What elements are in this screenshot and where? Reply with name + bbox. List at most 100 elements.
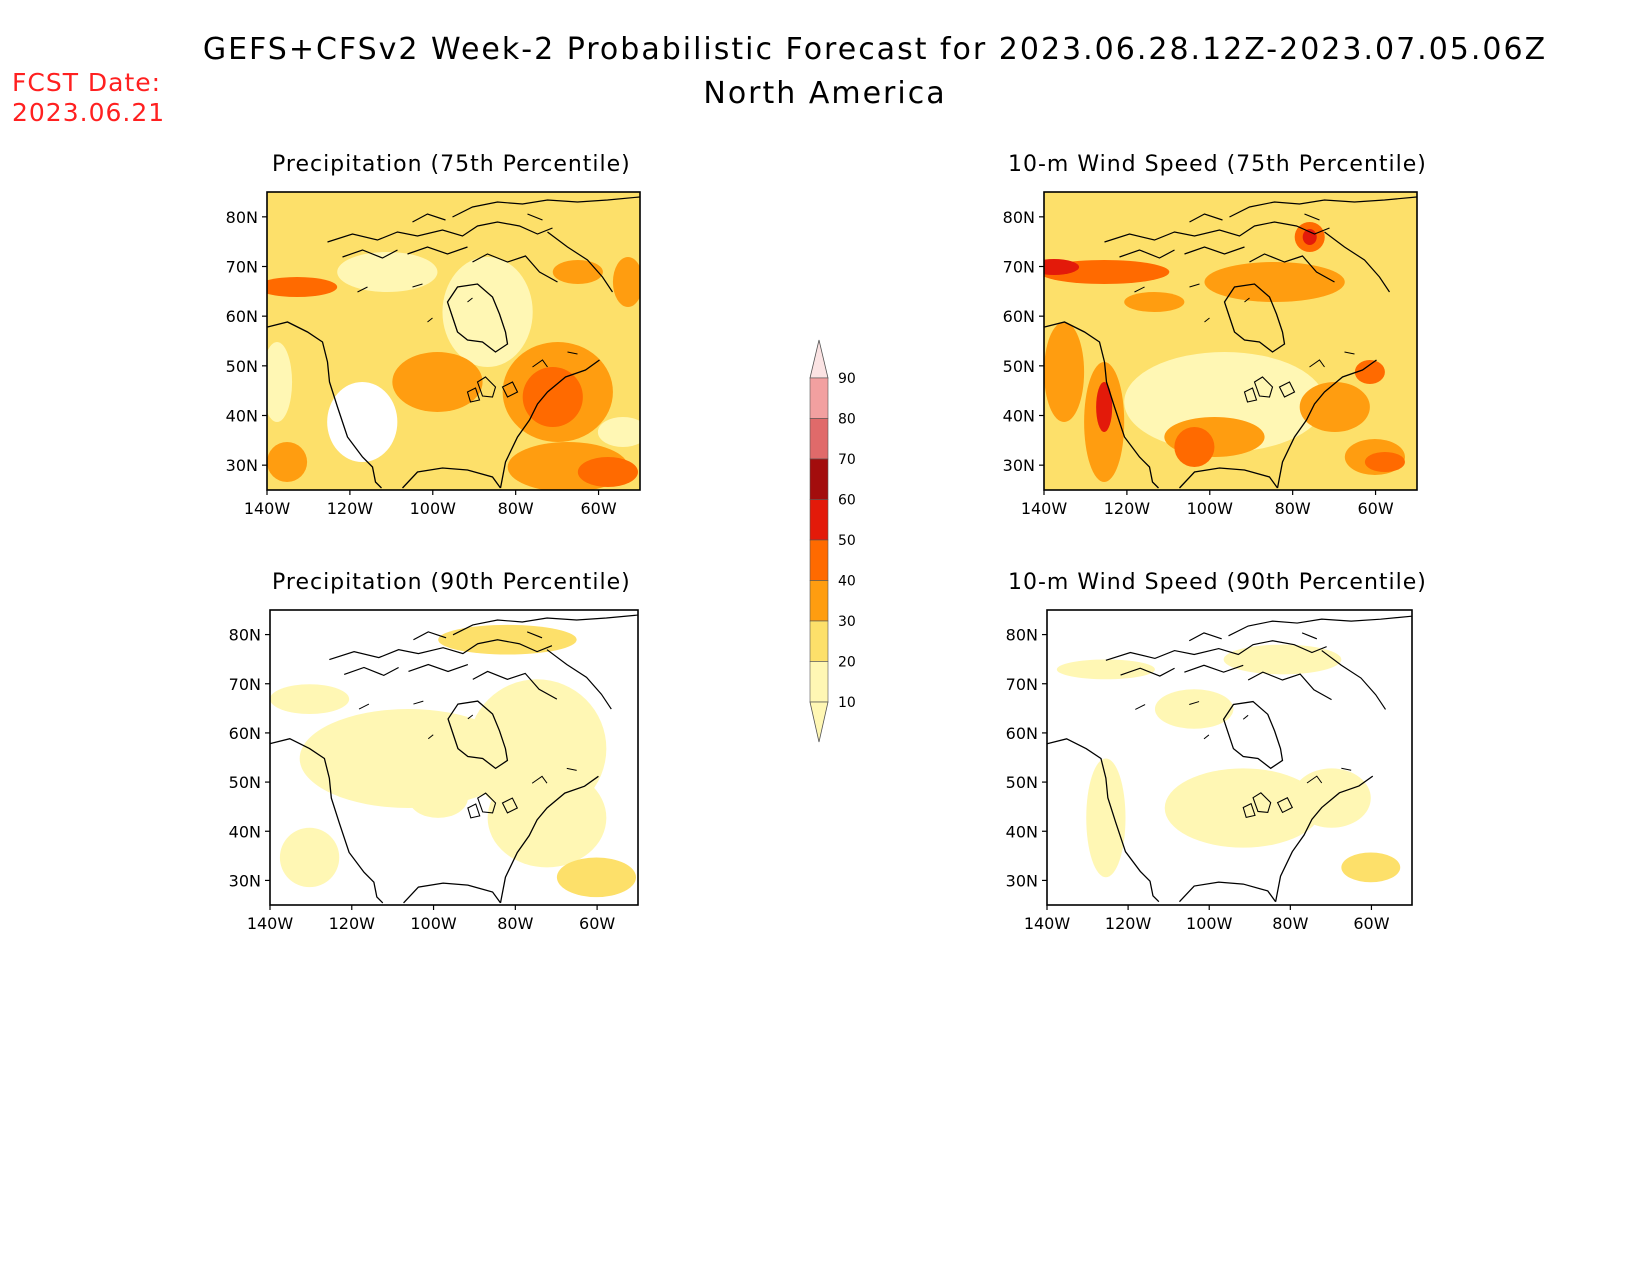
probability-shading xyxy=(1204,262,1345,302)
lat-tick-label: 80N xyxy=(1006,626,1038,645)
map-panel: 140W 120W 100W 80W 60W 80N 70N 60N 50N 40N 30N xyxy=(229,609,639,933)
colorbar-label: 70 xyxy=(838,452,856,468)
lon-tick-label: 140W xyxy=(244,499,291,518)
lon-tick-label: 100W xyxy=(1187,499,1234,518)
map-frame xyxy=(1046,609,1413,906)
lon-tick-label: 80W xyxy=(1275,499,1311,518)
probability-shading xyxy=(487,768,607,868)
probability-shading xyxy=(267,442,308,482)
lat-tick-label: 60N xyxy=(1003,307,1035,326)
probability-shading xyxy=(267,342,293,422)
lon-tick-label: 140W xyxy=(1024,914,1071,933)
colorbar-label: 80 xyxy=(838,412,856,428)
colorbar-label: 20 xyxy=(838,655,856,671)
colorbar-label: 90 xyxy=(838,371,856,387)
probability-shading xyxy=(522,367,583,427)
probability-shading xyxy=(1124,292,1185,312)
panel-title-wind-90: 10-m Wind Speed (90th Percentile) xyxy=(1008,570,1427,595)
probability-shading xyxy=(438,624,577,655)
lon-tick-label: 100W xyxy=(410,914,457,933)
probability-shading xyxy=(270,684,350,714)
panel-title-wind-75: 10-m Wind Speed (75th Percentile) xyxy=(1008,152,1427,177)
lon-tick-label: 140W xyxy=(1021,499,1068,518)
lon-tick-label: 120W xyxy=(1105,914,1152,933)
lon-tick-label: 60W xyxy=(580,499,616,518)
colorbar-band xyxy=(809,661,829,703)
lon-tick-label: 60W xyxy=(1357,499,1393,518)
probability-shading xyxy=(299,708,518,808)
probability-shading xyxy=(267,277,338,297)
map-frame xyxy=(269,609,639,906)
colorbar-band xyxy=(809,539,829,581)
region-title: North America xyxy=(703,76,947,111)
lon-tick-label: 100W xyxy=(1186,914,1233,933)
colorbar-label: 10 xyxy=(838,695,856,711)
colorbar-label: 60 xyxy=(838,493,856,509)
probability-shading xyxy=(337,252,438,292)
fcst-date-value: 2023.06.21 xyxy=(12,98,166,127)
lat-tick-label: 50N xyxy=(229,773,261,792)
colorbar-top-arrow xyxy=(809,339,829,379)
probability-shading xyxy=(1223,644,1342,675)
lon-tick-label: 60W xyxy=(1353,914,1389,933)
map-panel: 140W 120W 100W 80W 60W 80N 70N 60N 50N 40N 30N xyxy=(1003,191,1418,518)
lat-tick-label: 40N xyxy=(229,822,261,841)
probability-shading xyxy=(408,778,468,818)
probability-shading xyxy=(556,857,637,898)
colorbar-band xyxy=(809,418,829,460)
probability-shading xyxy=(1299,382,1370,432)
probability-shading xyxy=(1086,758,1126,878)
lon-tick-label: 120W xyxy=(327,499,374,518)
lat-tick-label: 30N xyxy=(229,871,261,890)
probability-shading xyxy=(1056,659,1155,680)
colorbar-label: 30 xyxy=(838,614,856,630)
colorbar-band xyxy=(809,377,829,419)
lat-tick-label: 70N xyxy=(1003,258,1035,277)
probability-shading xyxy=(612,257,640,307)
lat-tick-label: 40N xyxy=(1006,822,1038,841)
lon-tick-label: 80W xyxy=(498,499,534,518)
lat-tick-label: 60N xyxy=(229,724,261,743)
map-panel: 140W 120W 100W 80W 60W 80N 70N 60N 50N 40N 30N xyxy=(1006,609,1413,933)
probability-shading xyxy=(1096,382,1113,432)
lat-tick-label: 80N xyxy=(229,626,261,645)
lon-tick-label: 120W xyxy=(1104,499,1151,518)
probability-shading xyxy=(1044,322,1085,422)
probability-shading xyxy=(279,827,340,888)
probability-shading xyxy=(1174,427,1215,467)
colorbar-label: 40 xyxy=(838,574,856,590)
lat-tick-label: 40N xyxy=(1003,407,1035,426)
probability-shading xyxy=(552,260,603,284)
lat-tick-label: 30N xyxy=(1006,871,1038,890)
lat-tick-label: 60N xyxy=(226,307,258,326)
lon-tick-label: 80W xyxy=(1272,914,1308,933)
colorbar-bottom-arrow xyxy=(809,701,829,743)
main-title: GEFS+CFSv2 Week-2 Probabilistic Forecast… xyxy=(202,32,1548,67)
lon-tick-label: 100W xyxy=(410,499,457,518)
colorbar-band xyxy=(809,580,829,622)
lat-tick-label: 70N xyxy=(226,258,258,277)
lat-tick-label: 50N xyxy=(226,357,258,376)
lon-tick-label: 120W xyxy=(329,914,376,933)
probability-shading xyxy=(1341,852,1401,883)
lon-tick-label: 80W xyxy=(497,914,533,933)
map-frame xyxy=(1043,191,1418,491)
panel-title-precip-75: Precipitation (75th Percentile) xyxy=(272,152,631,177)
lat-tick-label: 60N xyxy=(1006,724,1038,743)
colorbar-band xyxy=(809,620,829,662)
lat-tick-label: 30N xyxy=(1003,456,1035,475)
lat-tick-label: 80N xyxy=(226,208,258,227)
probability-shading xyxy=(392,352,483,412)
probability-shading xyxy=(577,457,638,487)
lat-tick-label: 30N xyxy=(226,456,258,475)
colorbar-label: 50 xyxy=(838,533,856,549)
probability-shading xyxy=(1044,259,1080,275)
map-panel: 140W 120W 100W 80W 60W 80N 70N 60N 50N 40N 30N xyxy=(226,191,641,518)
probability-shading xyxy=(1364,452,1405,472)
lat-tick-label: 50N xyxy=(1003,357,1035,376)
lat-tick-label: 50N xyxy=(1006,773,1038,792)
probability-shading xyxy=(1354,360,1385,384)
fcst-date-label: FCST Date: xyxy=(12,68,162,97)
lon-tick-label: 60W xyxy=(579,914,615,933)
